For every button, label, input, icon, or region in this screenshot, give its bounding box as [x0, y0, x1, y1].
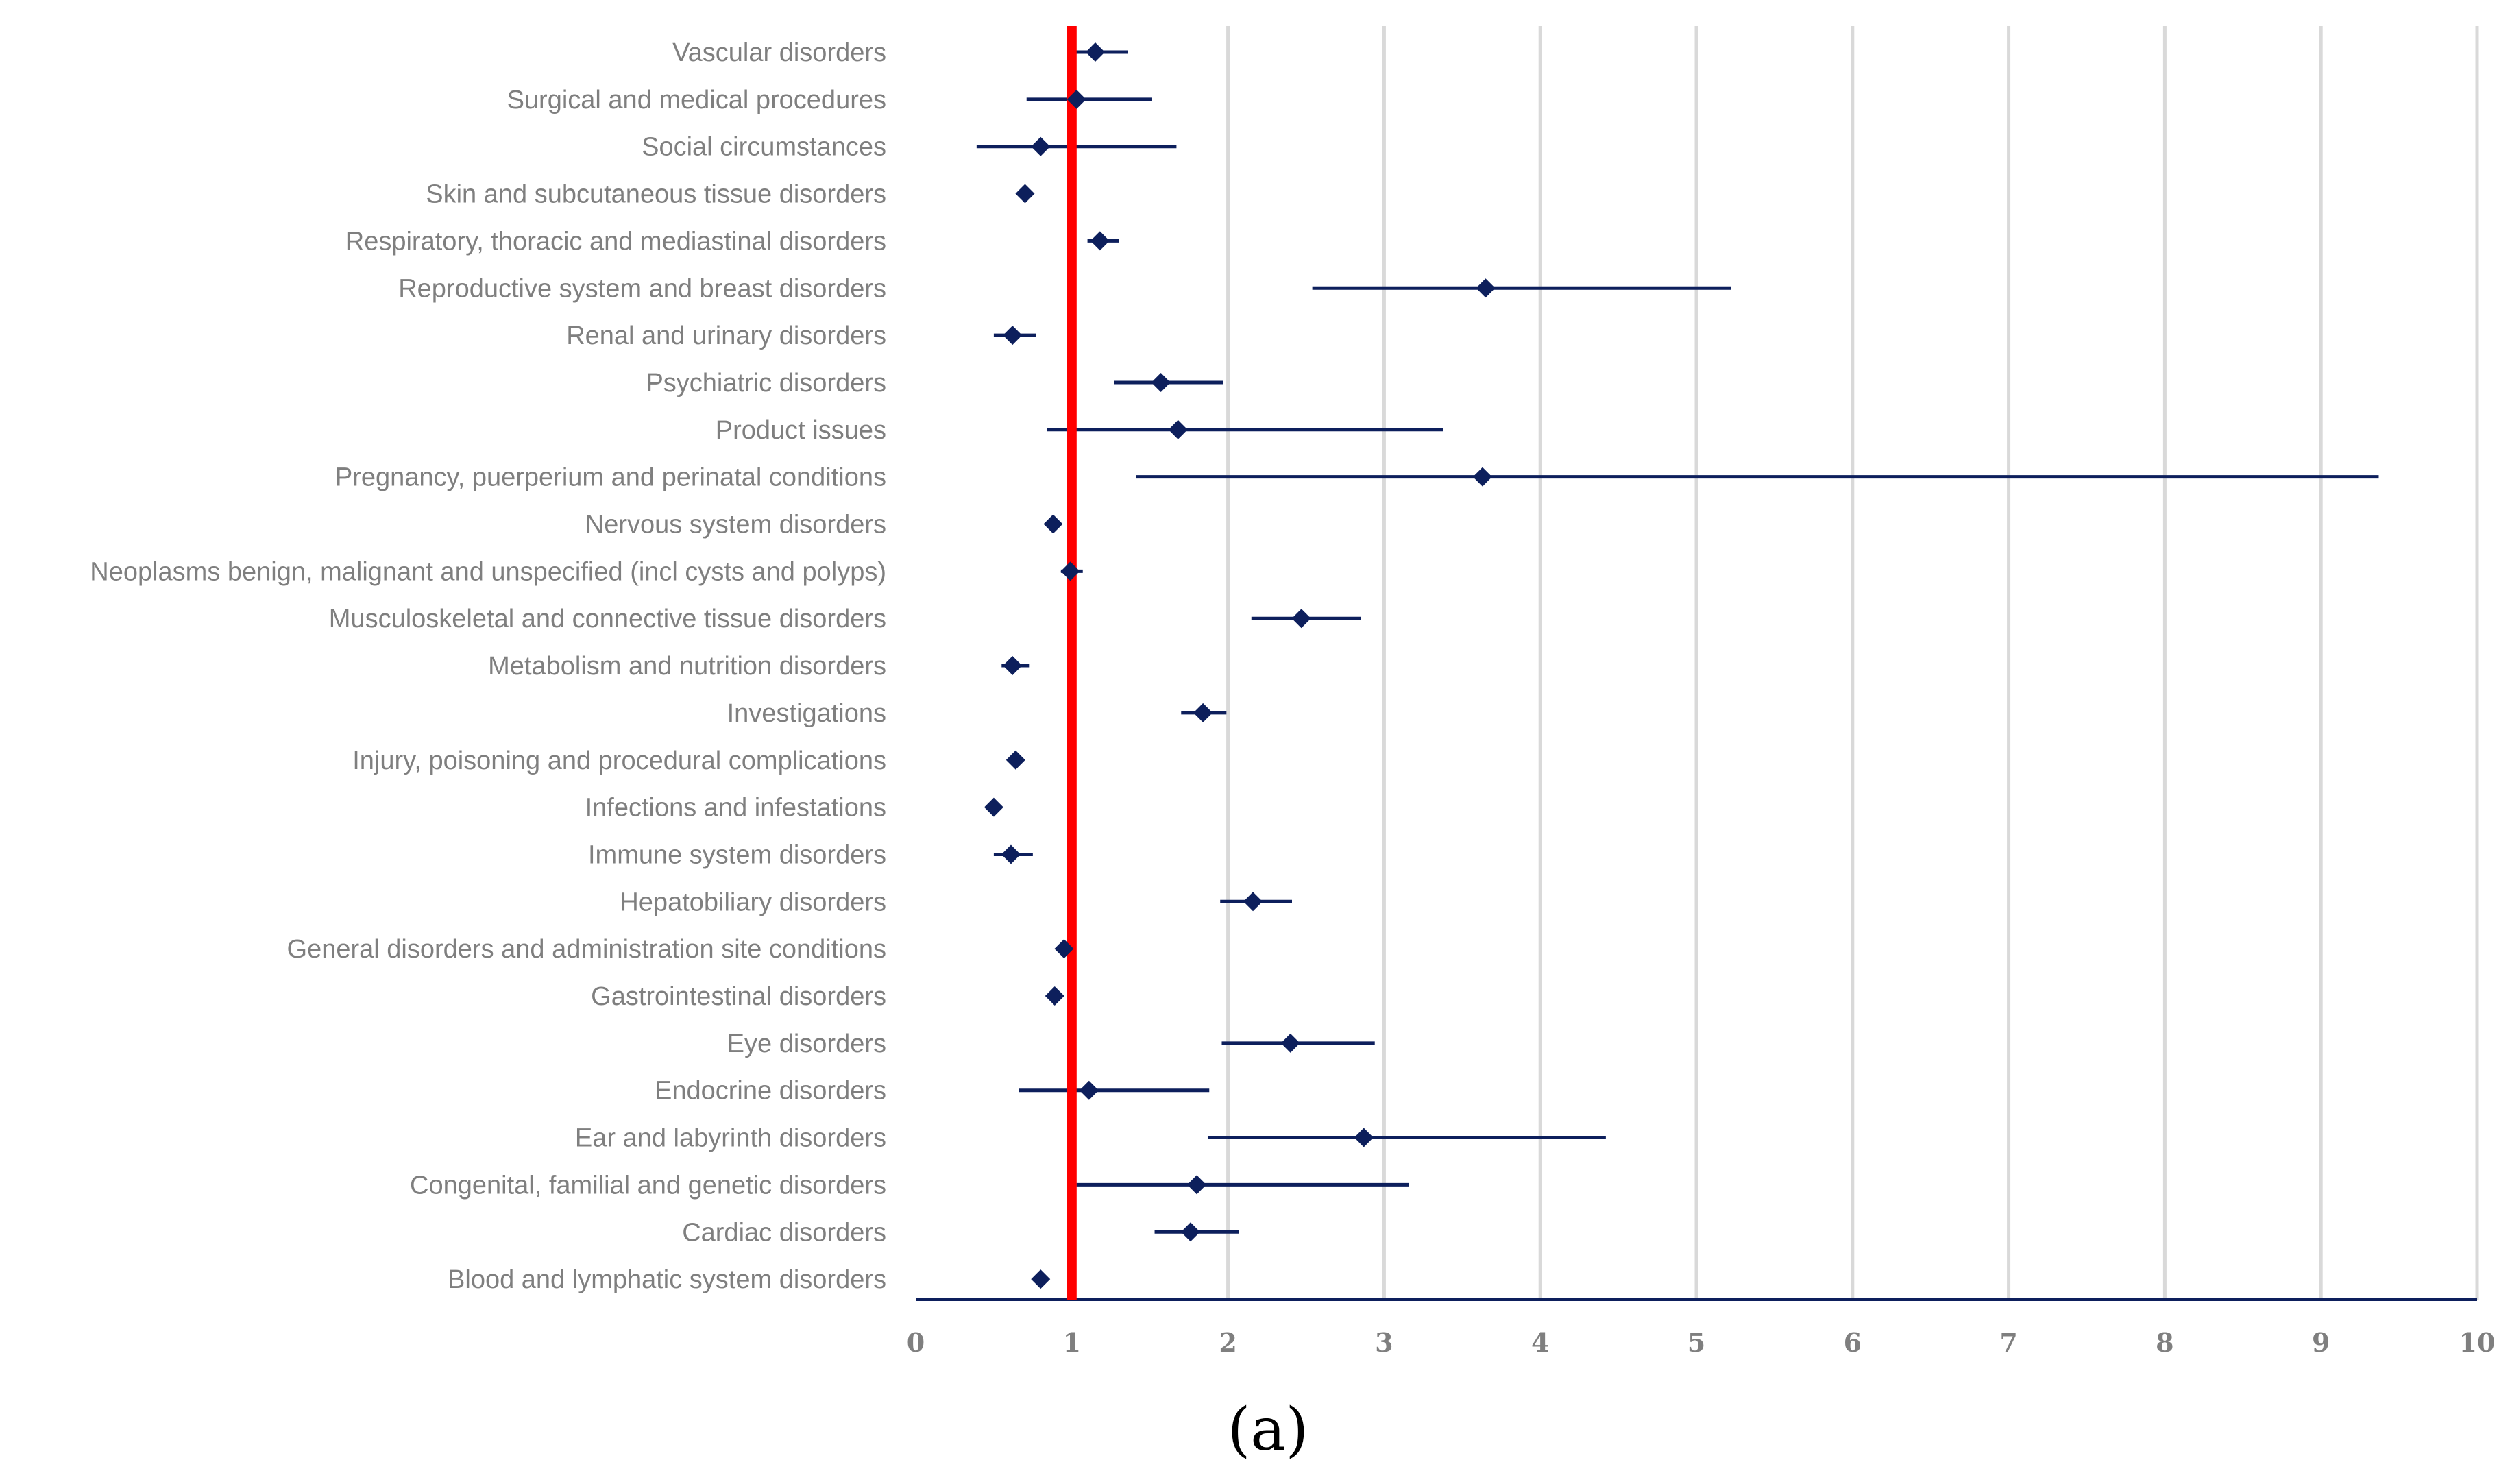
category-label: Ear and labyrinth disorders	[575, 1124, 886, 1153]
category-label: Reproductive system and breast disorders	[398, 274, 886, 303]
category-label: Congenital, familial and genetic disorde…	[410, 1171, 886, 1200]
x-axis: 0 1 2 3 4 5 6 7 8 9 10	[907, 1298, 2496, 1358]
point-estimate-marker	[1003, 326, 1023, 345]
point-estimate-marker	[1243, 892, 1263, 912]
point-estimate-marker	[1472, 467, 1492, 487]
category-label: Investigations	[727, 699, 886, 728]
grid-lines	[1070, 26, 2479, 1300]
category-label: Surgical and medical procedures	[507, 86, 886, 114]
x-tick-label: 5	[1687, 1327, 1705, 1358]
x-tick-label: 4	[1531, 1327, 1549, 1358]
category-label: Renal and urinary disorders	[566, 321, 886, 350]
x-tick-label: 6	[1844, 1327, 1862, 1358]
point-estimate-marker	[1085, 42, 1105, 62]
category-labels: Vascular disorders Surgical and medical p…	[90, 38, 886, 1294]
point-estimate-marker	[1079, 1080, 1099, 1100]
category-label: Gastrointestinal disorders	[591, 982, 886, 1011]
category-label: Metabolism and nutrition disorders	[488, 652, 886, 681]
point-estimate-marker	[1003, 656, 1023, 676]
x-tick-label: 0	[907, 1327, 925, 1358]
point-estimate-marker	[1054, 939, 1074, 959]
panel-label: (a)	[1228, 1396, 1308, 1464]
category-label: Musculoskeletal and connective tissue di…	[329, 605, 886, 633]
point-estimate-marker	[1291, 609, 1311, 629]
x-tick-label: 3	[1375, 1327, 1393, 1358]
category-label: Neoplasms benign, malignant and unspecif…	[90, 557, 886, 586]
category-label: Immune system disorders	[588, 840, 886, 869]
category-label: Product issues	[716, 416, 886, 445]
point-estimate-marker	[1067, 89, 1086, 109]
category-label: Hepatobiliary disorders	[620, 888, 886, 916]
point-estimate-marker	[1476, 278, 1496, 298]
category-label: Nervous system disorders	[585, 511, 886, 539]
point-estimate-marker	[1045, 986, 1064, 1006]
category-label: Blood and lymphatic system disorders	[448, 1265, 886, 1294]
category-label: Injury, poisoning and procedural complic…	[352, 746, 886, 775]
category-label: Eye disorders	[727, 1030, 886, 1058]
confidence-intervals	[976, 50, 2379, 1234]
point-estimate-marker	[984, 797, 1003, 817]
point-estimate-marker	[1354, 1128, 1374, 1147]
point-estimate-marker	[1180, 1222, 1200, 1242]
point-estimate-marker	[1043, 514, 1063, 534]
category-label: Respiratory, thoracic and mediastinal di…	[345, 227, 886, 256]
category-label: Vascular disorders	[672, 38, 886, 67]
category-label: Cardiac disorders	[682, 1218, 886, 1247]
point-estimate-marker	[1168, 419, 1188, 439]
x-tick-label: 7	[1999, 1327, 2017, 1358]
x-tick-label: 8	[2156, 1327, 2173, 1358]
point-estimate-marker	[1193, 703, 1213, 722]
category-label: Psychiatric disorders	[646, 369, 886, 398]
point-estimate-marker	[1001, 844, 1021, 864]
category-label: Skin and subcutaneous tissue disorders	[426, 180, 886, 209]
category-label: General disorders and administration sit…	[287, 935, 886, 964]
point-estimate-marker	[1031, 1269, 1051, 1289]
point-estimates	[984, 42, 1496, 1289]
category-label: Infections and infestations	[585, 794, 886, 823]
point-estimate-marker	[1060, 561, 1080, 581]
x-tick-label: 1	[1063, 1327, 1081, 1358]
x-tick-label: 10	[2459, 1327, 2496, 1358]
point-estimate-marker	[1151, 372, 1171, 392]
point-estimate-marker	[1280, 1033, 1300, 1053]
category-label: Endocrine disorders	[655, 1077, 886, 1106]
category-label: Social circumstances	[642, 133, 886, 162]
category-label: Pregnancy, puerperium and perinatal cond…	[335, 463, 886, 492]
x-tick-label: 9	[2312, 1327, 2330, 1358]
x-tick-label: 2	[1219, 1327, 1236, 1358]
point-estimate-marker	[1031, 136, 1051, 156]
point-estimate-marker	[1015, 184, 1035, 204]
point-estimate-marker	[1006, 750, 1025, 770]
point-estimate-marker	[1187, 1175, 1207, 1195]
point-estimate-marker	[1090, 231, 1110, 251]
